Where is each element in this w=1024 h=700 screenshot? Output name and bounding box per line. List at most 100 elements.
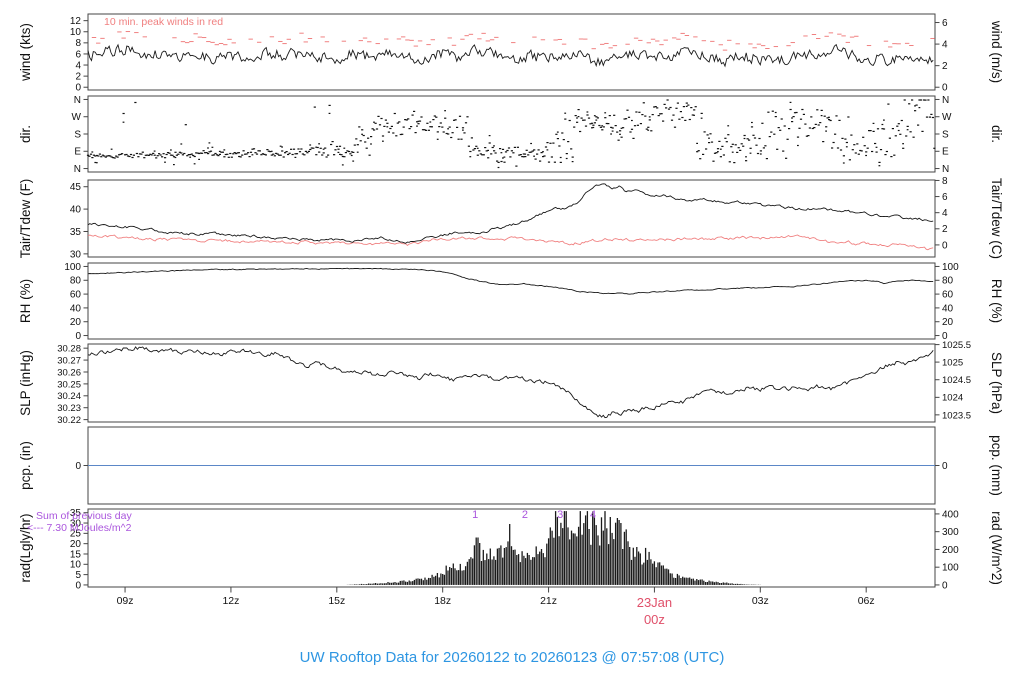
dir-point bbox=[438, 126, 441, 128]
dir-point bbox=[922, 99, 926, 101]
dir-point bbox=[485, 150, 488, 152]
dir-point bbox=[721, 145, 724, 147]
dir-point bbox=[463, 132, 466, 134]
dir-point bbox=[368, 154, 371, 156]
dir-point bbox=[500, 152, 503, 154]
dir-point bbox=[770, 131, 773, 133]
dir-point bbox=[275, 152, 278, 154]
dir-point bbox=[857, 153, 860, 155]
dir-point bbox=[789, 108, 792, 111]
dir-point bbox=[204, 152, 207, 154]
dir-point bbox=[876, 128, 880, 130]
dir-point bbox=[731, 151, 734, 153]
dir-point bbox=[198, 158, 200, 160]
dir-point bbox=[316, 146, 319, 149]
dir-point bbox=[717, 151, 719, 153]
dir-point bbox=[601, 129, 604, 131]
dir-point bbox=[638, 111, 641, 113]
dir-point bbox=[663, 103, 666, 105]
dir-point bbox=[359, 140, 362, 142]
dir-point bbox=[546, 149, 549, 151]
dir-point bbox=[888, 137, 891, 139]
dir-point bbox=[109, 155, 112, 157]
dir-point bbox=[361, 133, 363, 135]
dir-point bbox=[745, 156, 747, 158]
dir-point bbox=[396, 122, 399, 124]
dir-point bbox=[911, 99, 914, 101]
dir-point bbox=[539, 160, 542, 162]
dir-point bbox=[493, 145, 495, 147]
dir-point bbox=[122, 112, 125, 115]
dir-point bbox=[925, 116, 929, 118]
dir-point bbox=[499, 148, 502, 150]
dir-point bbox=[906, 125, 909, 127]
dir-point bbox=[201, 152, 204, 154]
dir-point bbox=[341, 164, 344, 166]
dir-point bbox=[786, 138, 789, 140]
dir-point bbox=[825, 126, 828, 128]
dir-point bbox=[94, 155, 97, 157]
dir-point bbox=[708, 142, 711, 144]
dir-point bbox=[871, 150, 874, 153]
rad-ytick-left: 20 bbox=[70, 539, 82, 550]
dir-point bbox=[393, 112, 396, 115]
dir-point bbox=[703, 131, 706, 133]
dir-point bbox=[518, 154, 521, 156]
wind-sustained bbox=[87, 43, 934, 68]
dir-point bbox=[423, 129, 426, 131]
dir-point bbox=[435, 116, 438, 118]
dir-point bbox=[670, 119, 674, 121]
dir-point bbox=[648, 119, 651, 121]
rh-ytick-right: 60 bbox=[942, 289, 954, 300]
pcp-axis-label-right: pcp. (mm) bbox=[989, 435, 1004, 496]
slp-ytick-right: 1024.5 bbox=[942, 375, 971, 386]
dir-point bbox=[150, 154, 153, 156]
dir-point bbox=[413, 110, 416, 112]
dir-point bbox=[654, 106, 657, 108]
dir-point bbox=[648, 116, 651, 118]
dir-point bbox=[282, 156, 285, 158]
wind-ytick-right: 6 bbox=[942, 18, 948, 29]
rh-ytick-right: 100 bbox=[942, 262, 959, 273]
wind-ytick-right: 4 bbox=[942, 39, 948, 50]
dir-point bbox=[457, 138, 460, 140]
dir-point bbox=[802, 113, 805, 115]
temp-frame bbox=[87, 179, 936, 258]
dir-point bbox=[448, 126, 451, 128]
dir-point bbox=[616, 131, 619, 133]
dir-point bbox=[173, 164, 175, 166]
dir-point bbox=[771, 110, 774, 112]
dir-point bbox=[312, 147, 315, 149]
dir-point bbox=[752, 134, 755, 136]
rh-ytick-right: 0 bbox=[942, 331, 948, 342]
rad-ytick-left: 5 bbox=[75, 570, 81, 581]
dir-point bbox=[254, 152, 257, 154]
dir-point bbox=[902, 143, 904, 145]
dir-point bbox=[156, 155, 159, 157]
dir-point bbox=[696, 142, 698, 144]
dir-point bbox=[728, 161, 731, 163]
dir-point bbox=[546, 142, 549, 144]
dir-point bbox=[402, 126, 405, 128]
dir-point bbox=[503, 161, 506, 163]
dir-point bbox=[165, 153, 168, 156]
dir-point bbox=[702, 153, 705, 155]
dir-point bbox=[418, 120, 422, 122]
dir-point bbox=[447, 133, 450, 135]
dir-point bbox=[208, 142, 211, 144]
dir-point bbox=[610, 126, 613, 128]
dir-point bbox=[832, 141, 835, 144]
dir-point bbox=[789, 101, 792, 103]
dir-point bbox=[715, 152, 718, 154]
dir-point bbox=[467, 145, 470, 147]
dir-point bbox=[229, 152, 232, 155]
dir-point bbox=[355, 138, 358, 140]
dir-point bbox=[688, 118, 691, 121]
dir-point bbox=[573, 126, 576, 128]
dir-point bbox=[828, 116, 830, 118]
dir-point bbox=[522, 156, 525, 158]
dir-point bbox=[878, 165, 881, 167]
relative-humidity bbox=[87, 267, 934, 295]
wind-ytick-left: 12 bbox=[70, 16, 82, 27]
dir-point bbox=[762, 147, 765, 149]
